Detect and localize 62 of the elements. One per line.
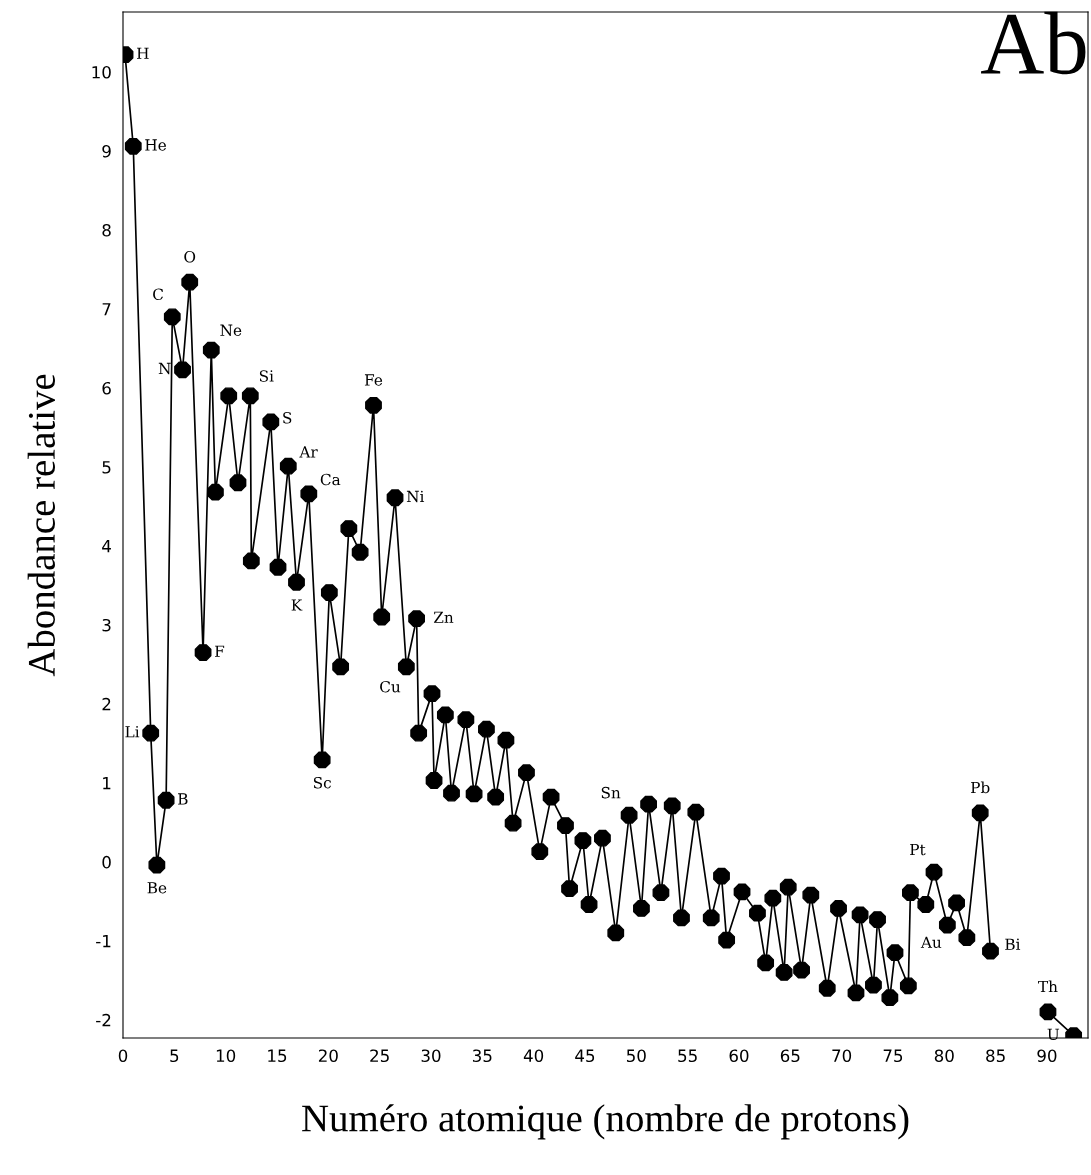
annotation: Pb xyxy=(971,781,990,794)
x-axis-title: Numéro atomique (nombre de protons) xyxy=(302,1104,909,1140)
y-tick-label: 7 xyxy=(102,303,111,316)
y-axis-title: Abondance relative xyxy=(27,374,55,677)
annotation: H xyxy=(137,47,149,59)
annotation: Sc xyxy=(313,776,331,789)
x-tick-label: 20 xyxy=(318,1049,338,1063)
y-tick-label: 10 xyxy=(92,65,111,79)
annotation: C xyxy=(153,288,164,301)
x-tick-label: 10 xyxy=(216,1049,236,1063)
annotation: Ni xyxy=(406,490,425,503)
annotation: Au xyxy=(920,936,942,948)
chart-title: Ab xyxy=(981,11,1086,75)
annotation: Pt xyxy=(910,843,926,856)
y-tick-label: 8 xyxy=(102,223,111,237)
annotation: Cu xyxy=(380,680,401,693)
x-tick-label: 45 xyxy=(575,1049,595,1063)
x-tick-label: 5 xyxy=(170,1049,179,1063)
y-tick-label: 4 xyxy=(102,540,111,553)
y-tick-label: 2 xyxy=(102,697,111,711)
y-tick-label: 9 xyxy=(102,144,111,158)
x-tick-label: 25 xyxy=(370,1049,389,1063)
annotation: He xyxy=(145,139,166,151)
x-tick-label: 55 xyxy=(678,1049,697,1063)
annotation: Th xyxy=(1038,980,1058,993)
y-tick-label: 6 xyxy=(102,381,111,395)
x-tick-label: 15 xyxy=(268,1049,287,1063)
x-tick-label: 40 xyxy=(523,1049,544,1063)
annotation: Si xyxy=(259,370,274,382)
y-tick-label: 0 xyxy=(102,855,111,869)
annotation: F xyxy=(215,645,225,657)
annotation: Bi xyxy=(1005,938,1021,950)
x-tick-label: 50 xyxy=(626,1049,646,1063)
x-tick-label: 60 xyxy=(729,1049,749,1063)
annotation: Sn xyxy=(601,786,621,799)
y-tick-label: 1 xyxy=(103,777,111,790)
x-tick-label: 75 xyxy=(883,1049,903,1063)
y-tick-label: -1 xyxy=(96,935,111,948)
y-tick-label: 5 xyxy=(102,461,111,474)
annotation: N xyxy=(158,362,171,375)
x-tick-label: 35 xyxy=(472,1049,492,1063)
x-tick-label: 80 xyxy=(934,1049,954,1063)
x-tick-label: 70 xyxy=(832,1049,852,1063)
x-tick-label: 85 xyxy=(986,1049,1005,1063)
annotation: Ar xyxy=(299,446,318,458)
annotation: Ca xyxy=(320,473,341,486)
annotation: Ne xyxy=(220,324,242,336)
annotation: Fe xyxy=(364,374,383,386)
annotation: Li xyxy=(125,726,140,738)
y-tick-label: -2 xyxy=(96,1013,111,1027)
annotation: B xyxy=(178,793,188,805)
x-tick-label: 65 xyxy=(780,1049,800,1063)
x-tick-label: 90 xyxy=(1037,1049,1057,1063)
x-tick-label: 0 xyxy=(118,1049,128,1063)
annotation: Zn xyxy=(433,611,454,623)
annotation: K xyxy=(291,599,303,611)
y-tick-label: 3 xyxy=(102,618,111,632)
x-tick-label: 30 xyxy=(421,1049,441,1063)
annotation: Be xyxy=(147,882,167,894)
annotation: O xyxy=(184,250,196,263)
annotation: S xyxy=(283,412,292,424)
annotation: U xyxy=(1047,1028,1060,1041)
